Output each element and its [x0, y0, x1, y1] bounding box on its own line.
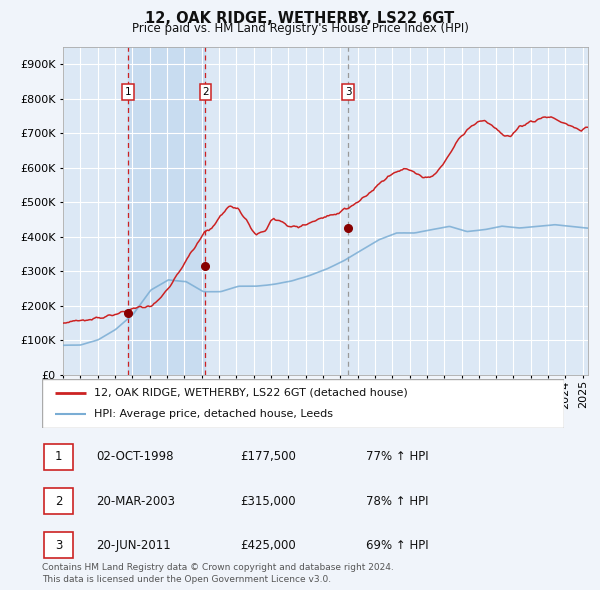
Text: HPI: Average price, detached house, Leeds: HPI: Average price, detached house, Leed…	[94, 409, 333, 419]
Text: 20-MAR-2003: 20-MAR-2003	[96, 494, 175, 508]
Text: 12, OAK RIDGE, WETHERBY, LS22 6GT: 12, OAK RIDGE, WETHERBY, LS22 6GT	[145, 11, 455, 25]
Text: 69% ↑ HPI: 69% ↑ HPI	[366, 539, 428, 552]
Text: £177,500: £177,500	[240, 450, 296, 464]
Text: This data is licensed under the Open Government Licence v3.0.: This data is licensed under the Open Gov…	[42, 575, 331, 584]
Text: £315,000: £315,000	[240, 494, 296, 508]
Text: 3: 3	[345, 87, 352, 97]
Text: 12, OAK RIDGE, WETHERBY, LS22 6GT (detached house): 12, OAK RIDGE, WETHERBY, LS22 6GT (detac…	[94, 388, 408, 398]
Bar	[44, 489, 73, 514]
Text: £425,000: £425,000	[240, 539, 296, 552]
Text: 3: 3	[55, 539, 62, 552]
Text: Contains HM Land Registry data © Crown copyright and database right 2024.: Contains HM Land Registry data © Crown c…	[42, 563, 394, 572]
Text: 02-OCT-1998: 02-OCT-1998	[96, 450, 173, 464]
Bar	[44, 444, 73, 470]
Text: Price paid vs. HM Land Registry's House Price Index (HPI): Price paid vs. HM Land Registry's House …	[131, 22, 469, 35]
Text: 78% ↑ HPI: 78% ↑ HPI	[366, 494, 428, 508]
Text: 2: 2	[202, 87, 209, 97]
Bar	[44, 532, 73, 558]
Text: 1: 1	[125, 87, 131, 97]
Text: 77% ↑ HPI: 77% ↑ HPI	[366, 450, 428, 464]
Text: 20-JUN-2011: 20-JUN-2011	[96, 539, 171, 552]
Bar	[128, 47, 205, 375]
Text: 2: 2	[55, 494, 62, 508]
Text: 1: 1	[55, 450, 62, 464]
